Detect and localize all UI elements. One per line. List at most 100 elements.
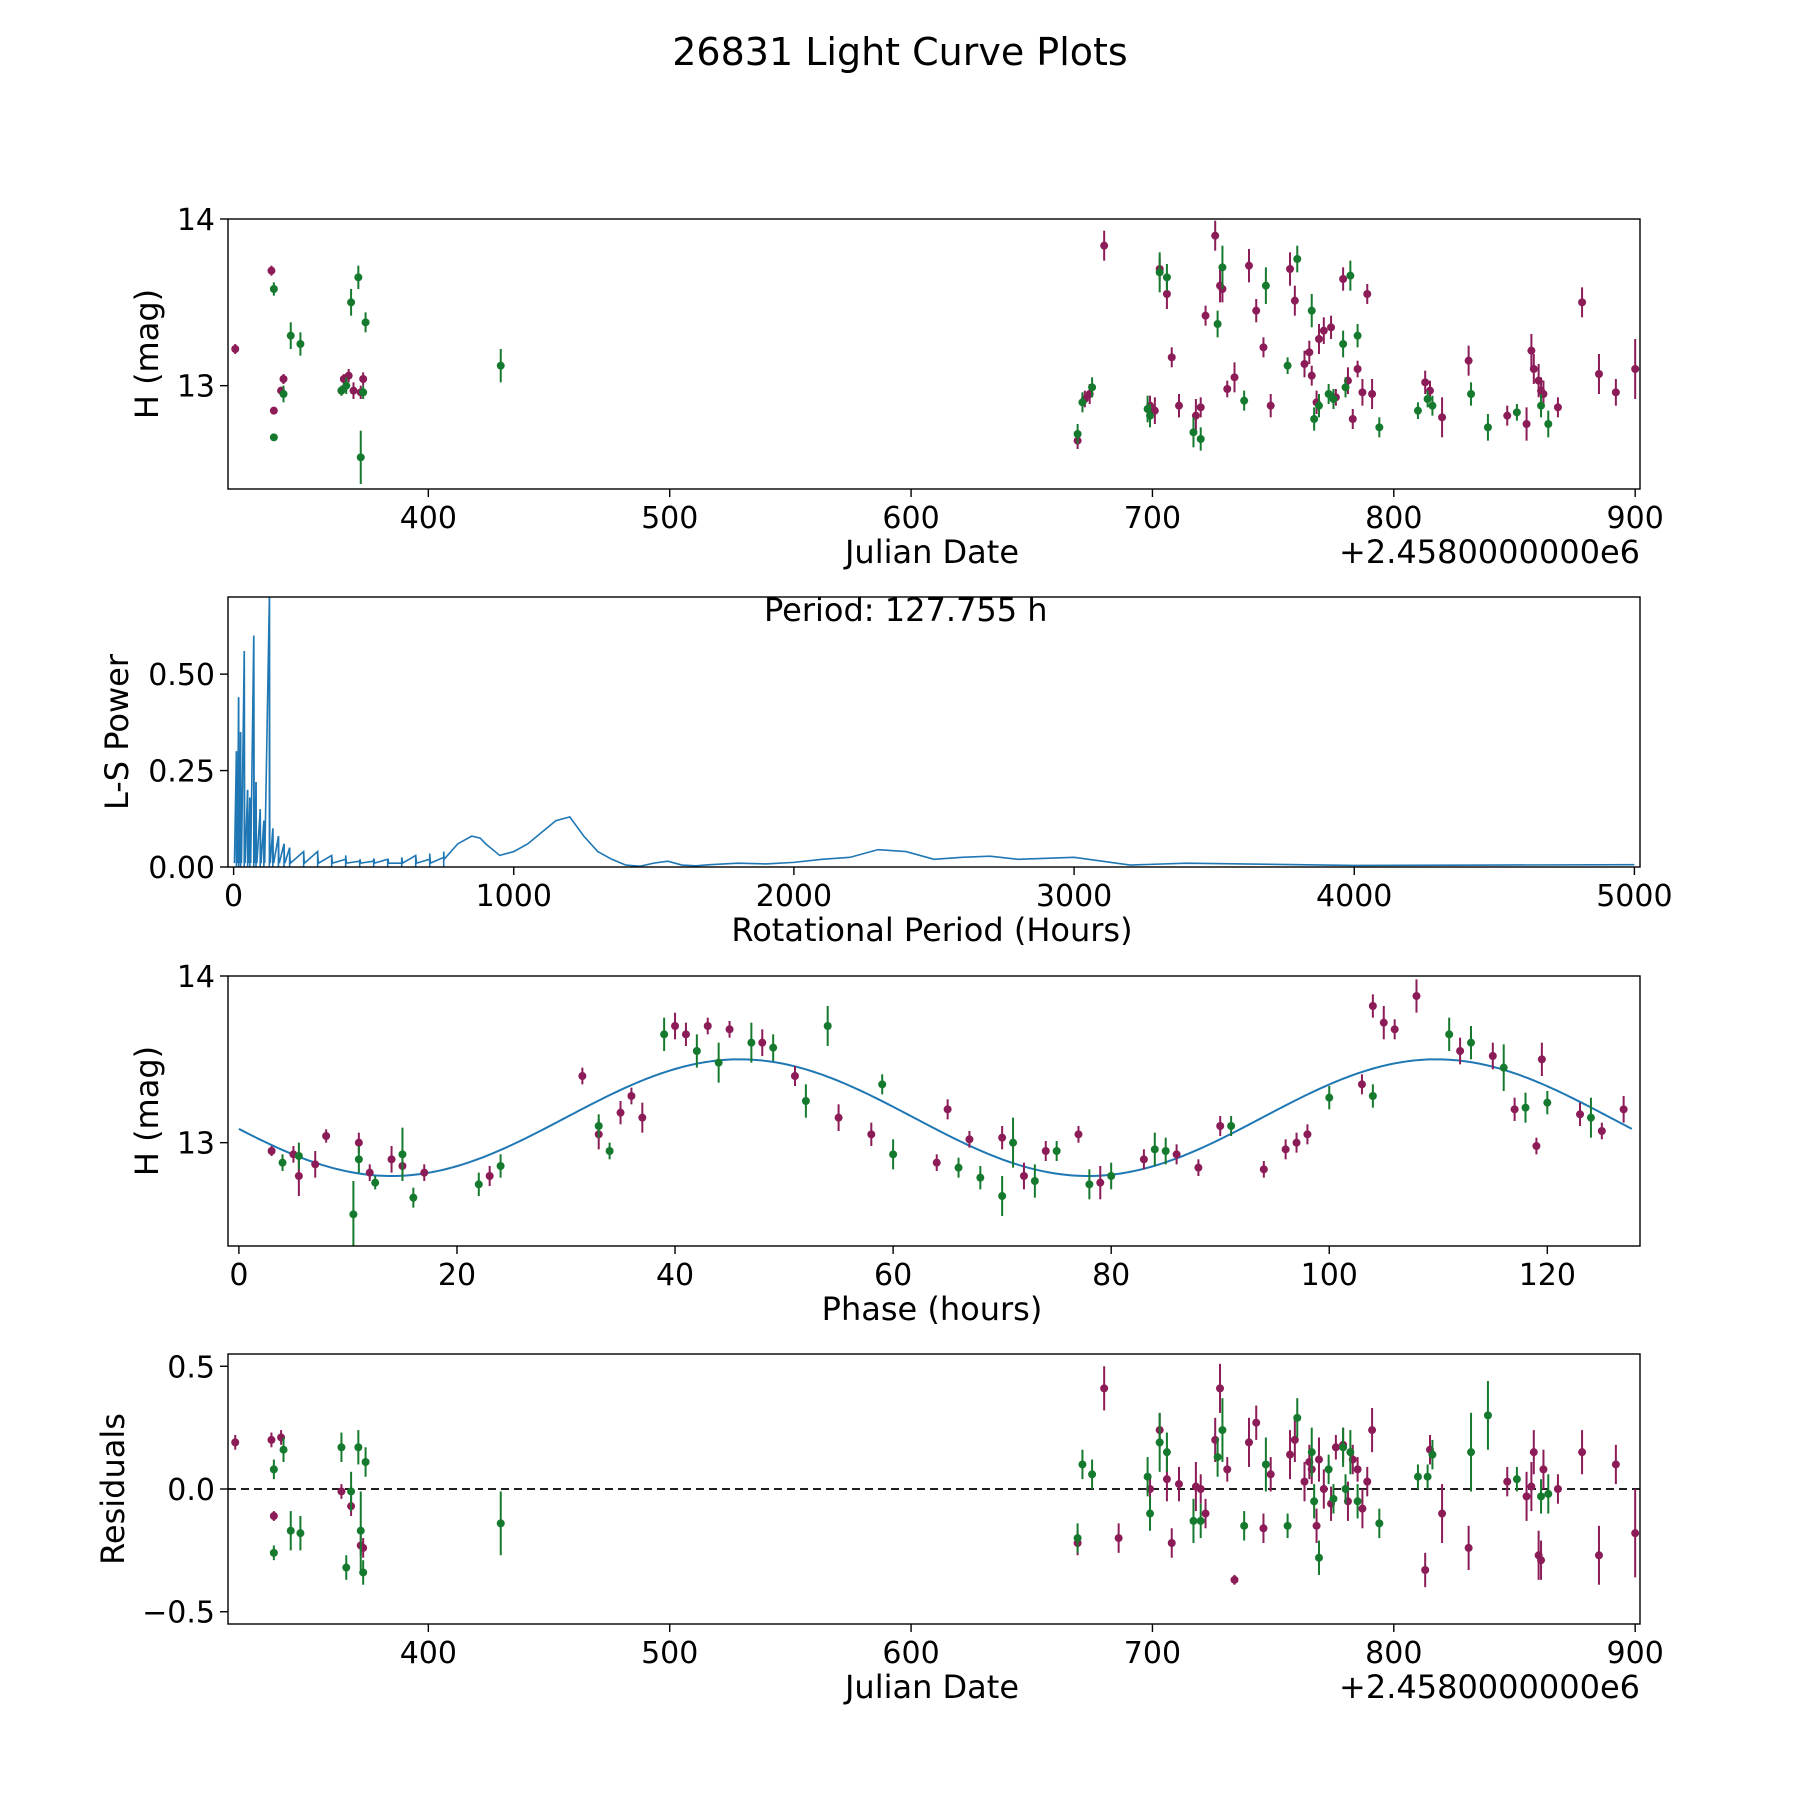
point-marker: [1167, 353, 1176, 362]
point-marker: [1286, 265, 1295, 273]
data-point: [1286, 252, 1295, 286]
point-marker: [889, 1150, 898, 1159]
data-point: [790, 1066, 799, 1086]
data-point: [1172, 1144, 1181, 1165]
point-marker: [278, 1158, 287, 1167]
point-marker: [1019, 1172, 1028, 1180]
data-point: [1339, 1427, 1348, 1467]
data-point: [1259, 1513, 1268, 1543]
periodogram-data-layer: [233, 597, 1635, 867]
point-marker: [356, 1526, 365, 1535]
point-marker: [1201, 1509, 1210, 1518]
data-point: [1052, 1141, 1061, 1161]
point-marker: [1522, 1492, 1531, 1501]
point-marker: [1544, 420, 1553, 428]
x-tick-label: 600: [882, 1636, 939, 1671]
data-point: [1283, 1513, 1292, 1539]
point-marker: [1438, 1509, 1447, 1518]
point-marker: [594, 1122, 603, 1130]
data-point: [1167, 347, 1176, 368]
data-point: [322, 1129, 331, 1143]
x-tick-label: 600: [882, 501, 939, 536]
point-marker: [616, 1108, 625, 1117]
point-marker: [1293, 255, 1302, 263]
point-marker: [638, 1113, 647, 1122]
point-marker: [354, 1443, 363, 1452]
data-point: [1230, 1574, 1239, 1585]
point-marker: [1281, 1145, 1290, 1154]
data-point: [1107, 1162, 1116, 1190]
point-marker: [1259, 1165, 1268, 1174]
point-marker: [1162, 1448, 1171, 1457]
data-point: [1522, 1471, 1531, 1521]
data-point: [1252, 299, 1261, 323]
data-point: [1314, 394, 1323, 418]
data-point: [725, 1021, 734, 1038]
point-marker: [1162, 1475, 1171, 1484]
data-point: [1521, 1092, 1530, 1123]
point-marker: [1483, 423, 1492, 432]
data-point: [1310, 407, 1319, 431]
data-point: [349, 382, 358, 399]
data-point: [356, 1491, 365, 1570]
data-point: [1319, 317, 1328, 344]
data-point: [269, 1545, 278, 1561]
point-marker: [1189, 1516, 1198, 1525]
x-tick-label: 700: [1124, 501, 1181, 536]
residuals-x-offset-label: +2.4580000000e6: [1339, 1668, 1640, 1706]
point-marker: [1266, 1470, 1275, 1479]
data-point: [1324, 1454, 1333, 1485]
data-point: [1428, 1439, 1437, 1470]
data-point: [932, 1154, 941, 1171]
data-point: [342, 377, 351, 394]
data-point: [1240, 390, 1249, 411]
point-marker: [1413, 1472, 1422, 1481]
point-marker: [496, 361, 505, 370]
data-point: [1576, 1102, 1585, 1126]
point-marker: [294, 1152, 303, 1160]
point-marker: [1114, 1534, 1123, 1543]
point-marker: [1553, 403, 1562, 412]
data-point: [1096, 1166, 1105, 1200]
data-point: [1085, 1169, 1094, 1200]
data-point: [269, 406, 278, 415]
data-point: [267, 1146, 276, 1156]
data-point: [823, 1006, 832, 1046]
point-marker: [1300, 360, 1309, 368]
point-marker: [1522, 420, 1531, 428]
x-tick-label: 20: [438, 1258, 476, 1293]
point-marker: [932, 1158, 941, 1167]
point-marker: [1375, 423, 1384, 432]
point-marker: [1413, 406, 1422, 415]
data-point: [1009, 1117, 1018, 1168]
point-marker: [1586, 1113, 1595, 1122]
data-point: [1341, 1474, 1350, 1504]
data-point: [1329, 389, 1338, 409]
data-point: [1240, 1511, 1249, 1541]
data-point: [1421, 370, 1430, 394]
data-point: [1537, 1479, 1546, 1514]
point-marker: [954, 1163, 963, 1172]
point-marker: [1139, 1155, 1148, 1164]
y-tick-label: 0.50: [148, 658, 215, 693]
data-point: [1346, 260, 1355, 291]
data-point: [279, 1437, 288, 1462]
data-point: [1544, 410, 1553, 438]
data-point: [1327, 315, 1336, 339]
periodogram-axes-frame: [227, 596, 1641, 868]
data-point: [1529, 1430, 1538, 1475]
point-marker: [998, 1192, 1007, 1200]
data-point: [1150, 397, 1159, 424]
point-marker: [1329, 395, 1338, 403]
point-marker: [474, 1180, 483, 1189]
point-marker: [627, 1092, 636, 1100]
point-marker: [1155, 1438, 1164, 1447]
point-marker: [1196, 403, 1205, 412]
point-marker: [1230, 1575, 1239, 1584]
data-point: [1174, 394, 1183, 418]
data-point: [1283, 357, 1292, 374]
data-point: [365, 1164, 374, 1181]
data-point: [1537, 394, 1546, 418]
y-tick-label: −0.5: [142, 1596, 215, 1631]
data-point: [681, 1022, 690, 1046]
